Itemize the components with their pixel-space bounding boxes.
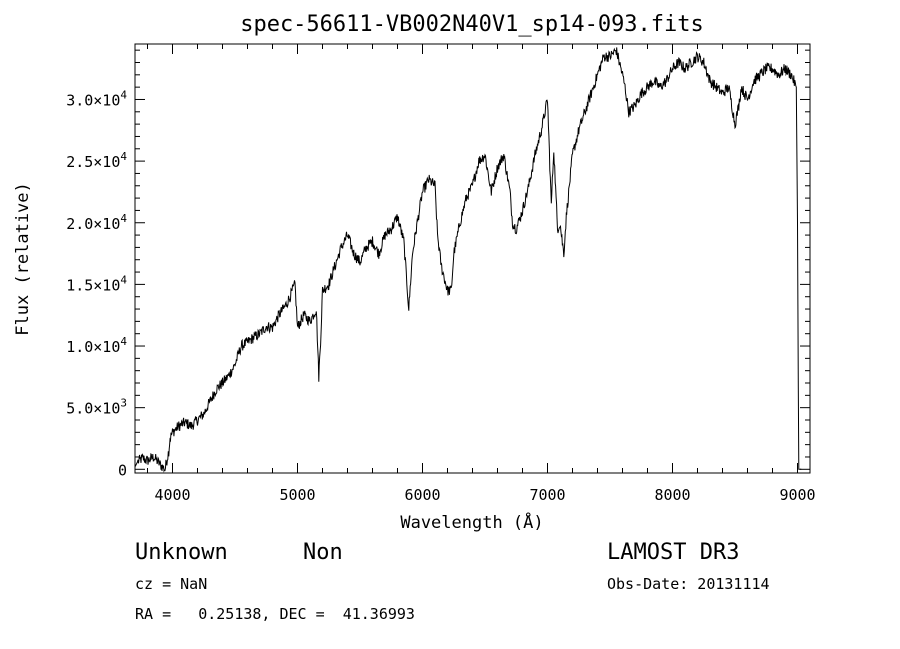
cz-value: cz = NaN [135, 575, 207, 593]
object-class: Unknown [135, 540, 228, 565]
y-tick-label: 3.0×104 [66, 88, 127, 109]
x-tick-label: 5000 [279, 486, 315, 504]
y-axis-label: Flux (relative) [13, 182, 33, 336]
y-tick-label: 2.5×104 [66, 150, 127, 171]
survey-label: LAMOST DR3 [607, 540, 739, 565]
x-tick-label: 7000 [529, 486, 565, 504]
x-tick-label: 9000 [779, 486, 815, 504]
x-tick-label: 8000 [654, 486, 690, 504]
plot-area: 4000 5000 6000 7000 8000 9000 0 5.0×103 1.0×104 1… [66, 43, 816, 504]
x-tick-label: 4000 [154, 486, 190, 504]
x-axis-label: Wavelength (Å) [400, 511, 543, 533]
y-tick-label: 2.0×104 [66, 212, 127, 233]
y-tick-label: 1.5×104 [66, 273, 127, 294]
obs-date: Obs-Date: 20131114 [607, 575, 770, 593]
chart-title: spec-56611-VB002N40V1_sp14-093.fits [240, 12, 704, 37]
plot-frame [134, 43, 811, 474]
spectrum-line [134, 47, 802, 473]
x-tick-label: 6000 [404, 486, 440, 504]
object-subclass: Non [303, 540, 343, 565]
y-tick-label: 0 [118, 461, 127, 479]
y-tick-label: 1.0×104 [66, 335, 127, 356]
y-tick-label: 5.0×103 [66, 397, 127, 418]
coordinates: RA = 0.25138, DEC = 41.36993 [135, 605, 415, 623]
